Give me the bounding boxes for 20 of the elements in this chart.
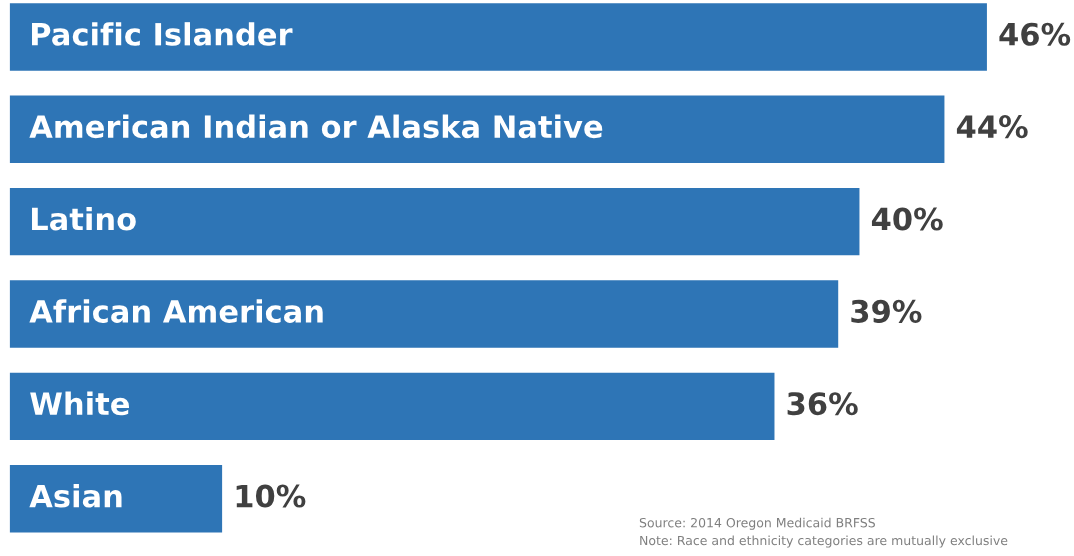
- data-label: 39%: [851, 299, 922, 323]
- annotation: Source: 2014 Oregon Medicaid BRFSS: [639, 517, 875, 530]
- bar: [9, 372, 775, 441]
- y-tick-label: African American: [29, 299, 323, 323]
- y-tick-label: White: [30, 391, 129, 416]
- data-label: 36%: [787, 392, 858, 416]
- data-label: 44%: [956, 115, 1028, 139]
- annotation: Note: Race and ethnicity categories are mutually exclusive: [640, 535, 1008, 548]
- data-label: 40%: [871, 207, 943, 231]
- data-label: 46%: [999, 22, 1071, 46]
- bar: [9, 95, 945, 164]
- y-tick-label: Pacific Islander: [32, 22, 293, 46]
- bar: [9, 187, 860, 256]
- bar: [9, 280, 839, 348]
- bar: [9, 465, 223, 533]
- bar: [9, 3, 987, 71]
- data-label: 10%: [236, 484, 306, 508]
- y-tick-label: Asian: [29, 483, 122, 508]
- y-tick-label: Latino: [32, 206, 136, 231]
- y-tick-label: American Indian or Alaska Native: [29, 114, 603, 139]
